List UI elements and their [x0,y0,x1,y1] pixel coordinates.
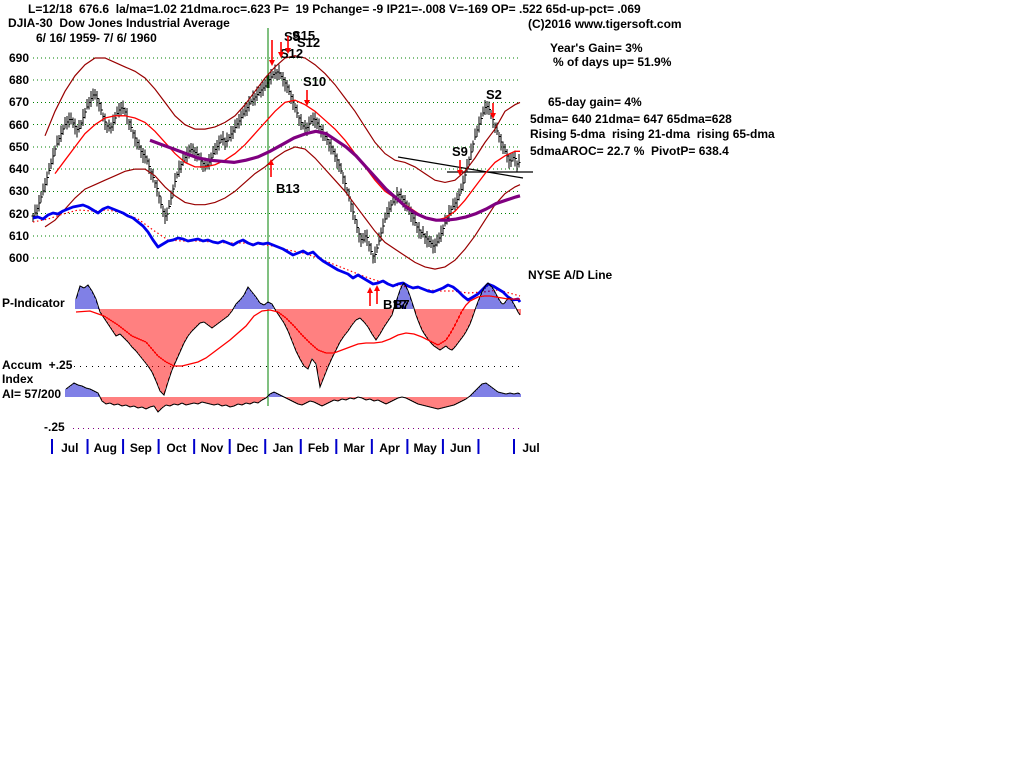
price-tick-680: 680 [8,73,29,88]
rising-dma-label: Rising 5-dma rising 21-dma rising 65-dma [530,127,775,141]
dma-values-label: 5dma= 640 21dma= 647 65dma=628 [530,112,732,126]
days-up-label: % of days up= 51.9% [553,55,672,69]
price-tick-610: 610 [8,228,29,243]
price-tick-650: 650 [8,139,29,154]
month-label-feb-7: Feb [307,441,330,455]
month-label-jul-0: Jul [61,441,79,455]
nyse-ad-line [32,203,522,303]
price-tick-660: 660 [8,117,29,132]
signal-arrowhead-S10 [304,100,310,106]
signal-arrowhead-B13 [268,159,274,165]
signal-arrowhead-B7 [374,285,380,291]
month-label-jan-6: Jan [272,441,294,455]
signal-label-S10: S10 [303,74,326,89]
price-tick-600: 600 [8,251,29,265]
accum-plus25-label: Accum +.25 [2,358,73,372]
month-ticks [51,439,515,454]
price-tick-670: 670 [8,95,29,110]
price-tick-620: 620 [8,206,29,221]
month-label-sep-2: Sep [129,441,152,455]
month-label-jun-11: Jun [450,441,472,455]
dma21-line [54,99,520,221]
month-label-dec-5: Dec [236,441,259,455]
month-label-aug-1: Aug [93,441,117,455]
p-indicator-label: P-Indicator [2,296,65,310]
signal-label-S12: S12 [297,35,320,50]
signal-arrowhead-S2 [490,113,496,119]
price-ohlc-series [31,64,521,264]
lower-band-line [44,146,521,270]
copyright-text: (C)2016 www.tigersoft.com [528,17,682,31]
month-label-may-10: May [413,441,437,455]
signal-arrowhead-S9 [278,52,284,58]
price-gridlines [33,57,520,259]
signal-label-B7: B7 [393,297,410,312]
month-label-apr-9: Apr [379,441,400,455]
signal-label-S9: S9 [452,144,468,159]
years-gain-label: Year's Gain= 3% [550,41,643,55]
signal-arrowhead-S9 [457,170,463,176]
minus25-label: -.25 [44,420,65,434]
signal-label-B13: B13 [276,181,300,196]
signal-arrowhead-S12 [269,60,275,66]
accum-ai-label: AI= 57/200 [2,387,62,401]
accum-index-label: Index [2,372,34,386]
signal-label-S15: S15 [292,28,315,43]
accum-index-series [65,382,521,413]
p-indicator-ma-line [75,295,520,367]
date-range-label: 6/ 16/ 1959- 7/ 6/ 1960 [36,31,157,45]
month-label-oct-3: Oct [166,441,187,455]
ad-line-label: NYSE A/D Line [528,268,613,282]
signal-label-S2: S2 [486,87,502,102]
signal-label-B17: B17 [383,297,407,312]
p-indicator-series [75,282,521,396]
header-stats-line: L=12/18 676.6 la/ma=1.02 21dma.roc=.623 … [28,2,641,16]
month-label-nov-4: Nov [200,441,224,455]
month-label-mar-8: Mar [343,441,365,455]
dma65-line [149,129,521,222]
signal-label-S12: S12 [280,46,303,61]
upper-band-line [44,55,521,184]
price-tick-630: 630 [8,184,29,199]
price-tick-690: 690 [8,51,29,65]
month-label-jul-12: Jul [522,441,540,455]
aroc-pivot-label: 5dmaAROC= 22.7 % PivotP= 638.4 [530,144,729,158]
signal-arrowhead-B17 [367,287,373,293]
symbol-title: DJIA-30 Dow Jones Industrial Average [8,16,230,30]
price-tick-640: 640 [8,162,29,177]
gain-65day-label: 65-day gain= 4% [548,95,642,109]
signal-arrowhead-S15 [285,48,291,54]
